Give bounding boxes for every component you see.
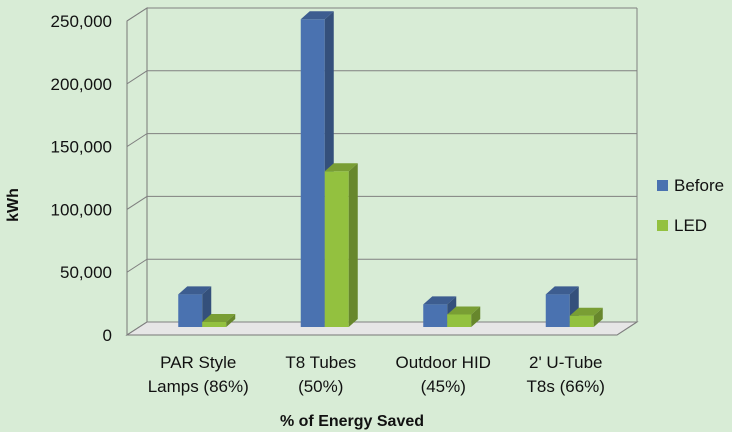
- gridline: [126, 7, 637, 22]
- x-axis-categories: PAR Style Lamps (86%) T8 Tubes (50%) Outdoor…: [148, 353, 605, 396]
- y-tick-label: 200,000: [51, 75, 112, 94]
- y-tick-label: 150,000: [51, 138, 112, 157]
- x-tick-label: Outdoor HID: [396, 353, 491, 372]
- bar-side: [226, 313, 236, 327]
- x-tick-label: (50%): [298, 377, 343, 396]
- bar: [569, 307, 603, 327]
- bar-top: [324, 163, 358, 172]
- x-tick-label: PAR Style: [160, 353, 236, 372]
- bar-front: [423, 304, 448, 327]
- y-axis-ticks: 0 50,000 100,000 150,000 200,000 250,000: [51, 12, 112, 345]
- bar-side: [348, 163, 358, 327]
- bar-top: [178, 286, 212, 295]
- bar-top: [300, 11, 334, 20]
- bar-front: [202, 321, 227, 327]
- x-tick-label: (45%): [421, 377, 466, 396]
- bar-front: [178, 294, 203, 327]
- bar-front: [545, 294, 570, 327]
- bar: [202, 313, 236, 327]
- x-axis-title: % of Energy Saved: [280, 413, 424, 430]
- bar-top: [545, 286, 579, 295]
- bar-front: [569, 315, 594, 327]
- bars: [178, 11, 603, 328]
- bar-top: [447, 306, 481, 315]
- y-tick-label: 250,000: [51, 12, 112, 31]
- y-tick-label: 100,000: [51, 200, 112, 219]
- y-tick-label: 0: [103, 326, 112, 345]
- gridline: [126, 70, 637, 85]
- bar-top: [569, 307, 603, 316]
- gridline: [126, 195, 637, 210]
- floor-edge: [616, 321, 638, 336]
- bar: [447, 306, 481, 327]
- gridline: [126, 133, 637, 148]
- bar: [324, 163, 358, 327]
- gridlines: [126, 7, 638, 336]
- legend-swatch: [657, 220, 668, 231]
- x-tick-label: T8 Tubes: [285, 353, 356, 372]
- bar-front: [447, 314, 472, 327]
- legend-label: LED: [674, 216, 707, 235]
- legend: Before LED: [657, 176, 724, 235]
- x-tick-label: Lamps (86%): [148, 377, 249, 396]
- bar-front: [324, 171, 349, 327]
- legend-label: Before: [674, 176, 724, 195]
- chart-walls: [125, 7, 639, 336]
- x-tick-label: 2' U-Tube: [529, 353, 602, 372]
- y-tick-label: 50,000: [60, 263, 112, 282]
- bar-top: [202, 313, 236, 322]
- bar-front: [300, 19, 325, 328]
- bar-top: [423, 296, 457, 305]
- legend-swatch: [657, 180, 668, 191]
- gridline: [126, 258, 637, 273]
- side-wall: [126, 7, 148, 336]
- bar-side: [471, 306, 481, 327]
- y-axis-title: kWh: [5, 188, 22, 222]
- x-tick-label: T8s (66%): [527, 377, 605, 396]
- bar-side: [593, 307, 603, 327]
